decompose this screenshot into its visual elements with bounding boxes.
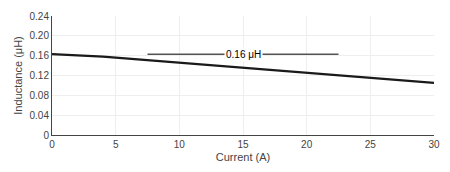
svg-text:0.04: 0.04: [30, 110, 50, 121]
svg-text:0: 0: [49, 139, 55, 150]
svg-text:0: 0: [43, 130, 49, 141]
svg-text:0.08: 0.08: [30, 90, 50, 101]
svg-text:0.12: 0.12: [30, 70, 50, 81]
svg-text:0.16 μH: 0.16 μH: [226, 49, 261, 60]
svg-text:0.24: 0.24: [30, 11, 50, 22]
svg-text:5: 5: [113, 139, 119, 150]
svg-text:0.16: 0.16: [30, 50, 50, 61]
svg-text:10: 10: [174, 139, 186, 150]
svg-text:30: 30: [428, 139, 440, 150]
svg-text:15: 15: [237, 139, 249, 150]
svg-text:Inductance (μH): Inductance (μH): [12, 36, 24, 114]
svg-text:25: 25: [365, 139, 377, 150]
svg-text:20: 20: [301, 139, 313, 150]
svg-text:Current (A): Current (A): [216, 151, 270, 163]
svg-text:0.20: 0.20: [30, 30, 50, 41]
